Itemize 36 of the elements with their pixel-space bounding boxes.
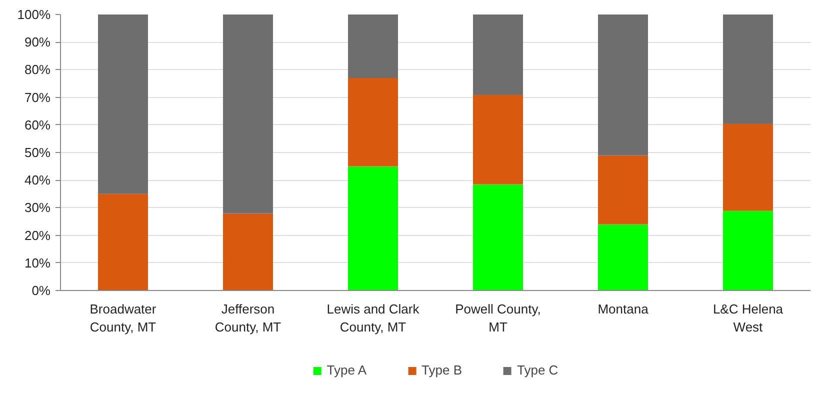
x-tick-label: Montana <box>598 302 650 316</box>
y-tick-label: 100% <box>17 7 51 22</box>
y-tick-label: 40% <box>24 172 51 188</box>
bar <box>98 14 148 194</box>
x-tick-label: Powell County, MT <box>455 302 541 334</box>
bar <box>223 14 273 214</box>
x-tick-label: Broadwater County, MT <box>90 302 157 334</box>
bar <box>473 14 523 95</box>
bar <box>348 14 398 78</box>
bar <box>348 166 398 290</box>
y-tick-label: 20% <box>24 228 51 243</box>
y-tick-label: 70% <box>24 90 51 105</box>
y-tick-label: 60% <box>24 117 51 132</box>
bar <box>598 155 648 224</box>
bar <box>348 78 398 166</box>
x-tick-label: Jefferson County, MT <box>214 302 282 334</box>
bar <box>723 210 773 290</box>
y-tick-label: 30% <box>24 200 51 216</box>
bar <box>598 224 648 290</box>
bar <box>98 194 148 290</box>
bar <box>723 14 773 124</box>
legend-label: Type C <box>517 362 558 378</box>
legend-label: Type B <box>422 362 462 378</box>
bar <box>723 124 773 210</box>
y-tick-label: 80% <box>24 62 51 78</box>
bar <box>473 184 523 290</box>
x-tick-label: Lewis and Clark County, MT <box>326 302 420 334</box>
y-tick-label: 0% <box>32 283 51 298</box>
bar <box>223 213 273 290</box>
bar <box>473 94 523 184</box>
y-tick-label: 90% <box>24 34 51 50</box>
x-tick-label: L&C Helena West <box>712 302 784 334</box>
y-tick-label: 50% <box>24 145 51 160</box>
legend-label: Type A <box>326 362 367 378</box>
y-tick-label: 10% <box>24 255 51 270</box>
bar <box>598 14 648 156</box>
